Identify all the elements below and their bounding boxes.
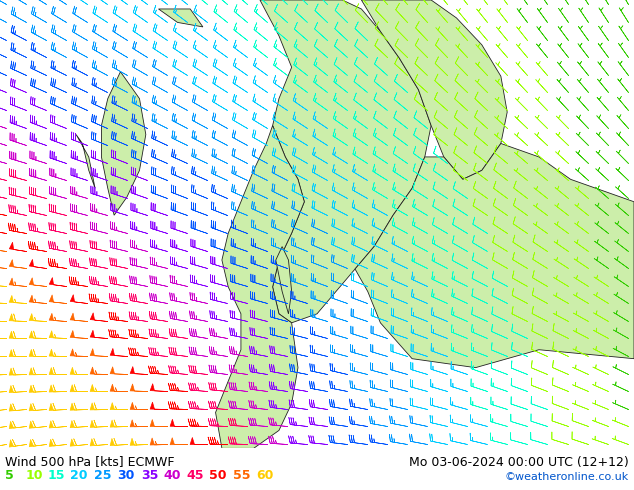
Text: 20: 20 [70,469,87,482]
Text: ©weatheronline.co.uk: ©weatheronline.co.uk [505,472,629,482]
Text: Wind 500 hPa [kts] ECMWF: Wind 500 hPa [kts] ECMWF [5,456,174,468]
Text: Mo 03-06-2024 00:00 UTC (12+12): Mo 03-06-2024 00:00 UTC (12+12) [409,456,629,468]
Polygon shape [216,125,304,448]
Text: 55: 55 [233,469,250,482]
Polygon shape [361,0,507,179]
Polygon shape [355,144,634,368]
Text: 30: 30 [117,469,134,482]
Polygon shape [101,72,146,215]
Text: 25: 25 [94,469,112,482]
Text: 50: 50 [209,469,227,482]
Text: 60: 60 [256,469,273,482]
Polygon shape [276,246,292,314]
Text: 45: 45 [186,469,204,482]
Text: 10: 10 [25,469,43,482]
Text: 15: 15 [48,469,65,482]
Polygon shape [158,9,203,27]
Text: 5: 5 [5,469,14,482]
Text: 40: 40 [164,469,181,482]
Text: 35: 35 [141,469,158,482]
Polygon shape [260,0,431,323]
Polygon shape [76,135,95,188]
